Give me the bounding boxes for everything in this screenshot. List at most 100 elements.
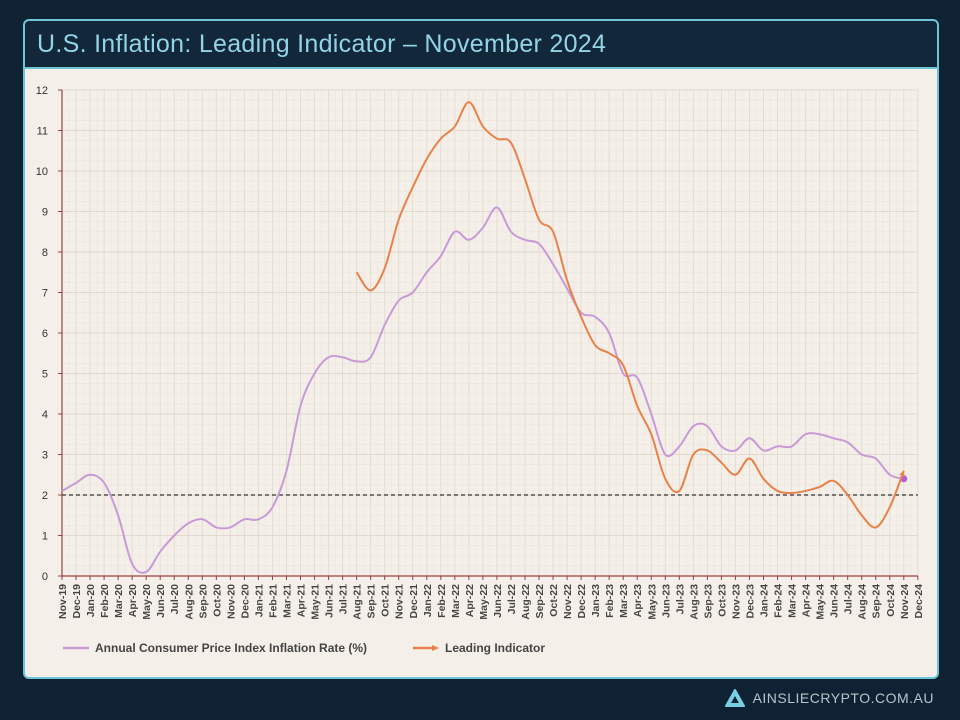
data-point-cpi [720, 445, 723, 448]
y-tick-label: 11 [37, 126, 48, 138]
y-tick-label: 8 [42, 247, 48, 259]
x-tick-label: Jan-22 [422, 584, 434, 617]
x-tick-label: May-23 [646, 584, 658, 620]
data-point-cpi [566, 287, 569, 290]
x-tick-label: Sep-24 [871, 584, 883, 619]
x-tick-label: Feb-22 [436, 584, 448, 618]
x-tick-label: Aug-24 [857, 584, 869, 620]
data-point-leading-indicator [762, 477, 765, 480]
y-tick-label: 4 [42, 409, 48, 421]
x-tick-label: May-22 [478, 584, 490, 620]
x-tick-label: Jul-21 [338, 584, 350, 615]
data-point-cpi [75, 481, 78, 484]
x-tick-label: Dec-23 [744, 584, 756, 619]
data-point-cpi [692, 425, 695, 428]
data-point-cpi [355, 360, 358, 363]
data-point-cpi [804, 433, 807, 436]
x-tick-label: Mar-22 [450, 584, 462, 618]
series-line-cpi [61, 206, 905, 574]
data-point-leading-indicator [692, 453, 695, 456]
data-point-leading-indicator [874, 526, 877, 529]
data-point-cpi [131, 562, 134, 565]
data-point-cpi [594, 315, 597, 318]
x-tick-label: Jun-20 [155, 584, 167, 618]
data-point-cpi [341, 356, 344, 359]
data-point-cpi [229, 526, 232, 529]
data-point-cpi [762, 449, 765, 452]
leading-indicator-arrowhead [899, 470, 905, 477]
x-tick-label: Apr-22 [464, 584, 476, 617]
x-tick-label: May-21 [310, 584, 322, 620]
data-point-leading-indicator [538, 218, 541, 221]
data-point-cpi [159, 550, 162, 553]
x-tick-label: May-20 [141, 584, 153, 620]
footer-brand-text: AINSLIECRYPTO.COM.AU [752, 690, 934, 706]
data-point-leading-indicator [397, 218, 400, 221]
data-point-leading-indicator [678, 489, 681, 492]
x-tick-label: Jun-24 [829, 584, 841, 618]
x-tick-label: Nov-22 [562, 584, 574, 619]
data-point-cpi [846, 441, 849, 444]
y-tick-label: 3 [42, 450, 48, 462]
data-point-leading-indicator [790, 491, 793, 494]
data-point-cpi [538, 242, 541, 245]
x-tick-label: Nov-24 [899, 584, 911, 619]
x-tick-label: Feb-21 [267, 584, 279, 618]
data-point-cpi [678, 445, 681, 448]
data-point-cpi [874, 457, 877, 460]
data-point-leading-indicator [860, 514, 863, 517]
series-line-leading-indicator [355, 101, 905, 529]
data-point-cpi [243, 518, 246, 521]
x-tick-label: Feb-23 [604, 584, 616, 618]
x-tick-label: Jun-22 [492, 584, 504, 618]
data-point-cpi [495, 206, 498, 209]
data-point-cpi [61, 489, 64, 492]
data-point-cpi [734, 449, 737, 452]
data-point-leading-indicator [481, 125, 484, 128]
data-point-leading-indicator [720, 461, 723, 464]
legend-item-leading: Leading Indicator [413, 641, 545, 655]
data-point-leading-indicator [832, 479, 835, 482]
data-point-cpi [201, 518, 204, 521]
x-tick-label: Jul-24 [843, 584, 855, 615]
data-point-cpi [650, 413, 653, 416]
x-tick-label: Mar-23 [618, 584, 630, 618]
data-point-cpi [748, 437, 751, 440]
x-tick-label: Sep-22 [534, 584, 546, 619]
data-point-cpi [327, 356, 330, 359]
data-point-leading-indicator [608, 352, 611, 355]
x-tick-label: Feb-24 [773, 584, 785, 618]
x-tick-label: Feb-20 [99, 584, 111, 618]
x-tick-label: Apr-21 [296, 584, 308, 617]
data-point-cpi [608, 332, 611, 335]
legend-label-cpi: Annual Consumer Price Index Inflation Ra… [95, 641, 368, 655]
x-tick-label: Sep-20 [197, 584, 209, 619]
data-point-cpi [397, 299, 400, 302]
data-point-cpi [173, 534, 176, 537]
data-point-leading-indicator [383, 267, 386, 270]
data-point-cpi [481, 226, 484, 229]
data-point-cpi [117, 514, 120, 517]
data-point-cpi [369, 356, 372, 359]
data-point-cpi [411, 291, 414, 294]
data-point-leading-indicator [650, 433, 653, 436]
data-point-leading-indicator [355, 271, 358, 274]
y-tick-label: 12 [36, 85, 48, 97]
y-tick-label: 6 [42, 328, 48, 340]
data-point-cpi [552, 263, 555, 266]
x-tick-label: Jun-21 [324, 584, 336, 618]
data-point-leading-indicator [846, 494, 849, 497]
x-tick-label: Oct-22 [548, 584, 560, 617]
data-point-cpi [383, 323, 386, 326]
x-tick-label: Mar-21 [281, 584, 293, 618]
data-point-cpi [187, 522, 190, 525]
data-point-leading-indicator [804, 489, 807, 492]
data-point-cpi [860, 453, 863, 456]
data-point-leading-indicator [706, 449, 709, 452]
x-tick-label: Oct-20 [211, 584, 223, 617]
data-point-cpi [509, 230, 512, 233]
x-tick-label: Nov-20 [225, 584, 237, 619]
ainslie-a-logo-icon [724, 689, 745, 707]
data-point-cpi [818, 433, 821, 436]
